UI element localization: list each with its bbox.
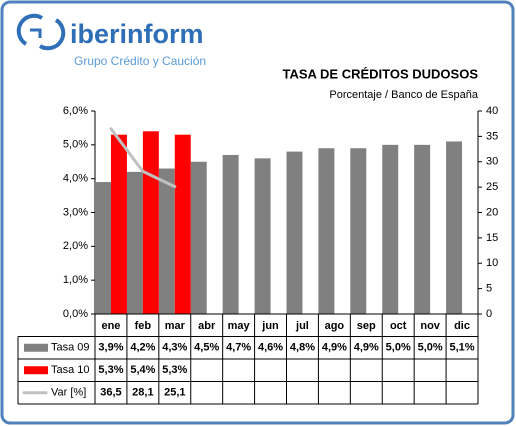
logo-name: iberinform bbox=[70, 19, 204, 49]
y2-tick-label: 25 bbox=[486, 181, 498, 193]
logo-tagline: Grupo Crédito y Caución bbox=[74, 54, 206, 68]
bar bbox=[286, 151, 303, 314]
value-label: 4,3% bbox=[162, 342, 187, 354]
y2-tick-label: 0 bbox=[486, 308, 492, 320]
legend-label: Tasa 10 bbox=[51, 364, 90, 376]
value-label: 4,6% bbox=[258, 342, 283, 354]
bar bbox=[254, 158, 271, 314]
value-label: 5,3% bbox=[162, 364, 187, 376]
value-label: 5,0% bbox=[418, 342, 443, 354]
bar bbox=[190, 161, 207, 314]
chart-title: TASA DE CRÉDITOS DUDOSOS bbox=[282, 66, 478, 81]
x-tick-label: ago bbox=[325, 320, 345, 332]
bar bbox=[318, 148, 335, 314]
y2-tick-label: 40 bbox=[486, 105, 498, 117]
x-tick-label: sep bbox=[357, 320, 376, 332]
x-tick-label: jun bbox=[261, 320, 279, 332]
value-label: 5,1% bbox=[450, 342, 475, 354]
y2-tick-label: 30 bbox=[486, 156, 498, 168]
value-label: 4,7% bbox=[226, 342, 251, 354]
x-tick-label: feb bbox=[135, 320, 152, 332]
bar bbox=[95, 182, 111, 314]
value-label: 4,8% bbox=[290, 342, 315, 354]
x-tick-label: mar bbox=[165, 320, 186, 332]
bar bbox=[446, 141, 463, 314]
value-label: 5,4% bbox=[130, 364, 155, 376]
chart-subtitle: Porcentaje / Banco de España bbox=[329, 89, 478, 101]
bar bbox=[222, 154, 239, 314]
y2-tick-label: 15 bbox=[486, 232, 498, 244]
y-tick-label: 3,0% bbox=[63, 206, 88, 218]
value-label: 3,9% bbox=[98, 342, 123, 354]
value-label: 4,5% bbox=[194, 342, 219, 354]
y-tick-label: 6,0% bbox=[63, 105, 88, 117]
y2-tick-label: 20 bbox=[486, 206, 498, 218]
line bbox=[109, 127, 177, 189]
value-label: 4,9% bbox=[354, 342, 379, 354]
x-tick-label: jul bbox=[295, 320, 309, 332]
y2-tick-label: 35 bbox=[486, 130, 498, 142]
y2-tick-label: 5 bbox=[486, 283, 492, 295]
y-tick-label: 4,0% bbox=[63, 173, 88, 185]
bar bbox=[382, 144, 399, 314]
y-tick-label: 0,0% bbox=[63, 308, 88, 320]
value-label: 36,5 bbox=[100, 387, 121, 399]
y-tick-label: 5,0% bbox=[63, 139, 88, 151]
value-label: 25,1 bbox=[164, 387, 185, 399]
legend-key bbox=[24, 343, 48, 352]
legend-key bbox=[24, 366, 48, 375]
y2-tick-label: 10 bbox=[486, 257, 498, 269]
x-tick-label: dic bbox=[454, 320, 470, 332]
x-tick-label: ene bbox=[101, 320, 120, 332]
bar bbox=[174, 134, 191, 314]
bar bbox=[350, 148, 367, 314]
bar bbox=[414, 144, 431, 314]
bar bbox=[126, 171, 143, 314]
y-tick-label: 1,0% bbox=[63, 274, 88, 286]
value-label: 4,9% bbox=[322, 342, 347, 354]
value-label: 28,1 bbox=[132, 387, 153, 399]
value-label: 5,0% bbox=[386, 342, 411, 354]
bar bbox=[158, 168, 175, 314]
x-tick-label: oct bbox=[390, 320, 407, 332]
logo-icon bbox=[16, 13, 66, 51]
x-tick-label: nov bbox=[420, 320, 440, 332]
legend-label: Var [%] bbox=[51, 387, 86, 399]
value-label: 4,2% bbox=[130, 342, 155, 354]
bar bbox=[142, 131, 159, 314]
x-tick-label: abr bbox=[198, 320, 216, 332]
legend-label: Tasa 09 bbox=[51, 342, 90, 354]
value-label: 5,3% bbox=[98, 364, 123, 376]
y-tick-label: 2,0% bbox=[63, 240, 88, 252]
x-tick-label: may bbox=[228, 320, 251, 332]
bar bbox=[110, 134, 127, 314]
